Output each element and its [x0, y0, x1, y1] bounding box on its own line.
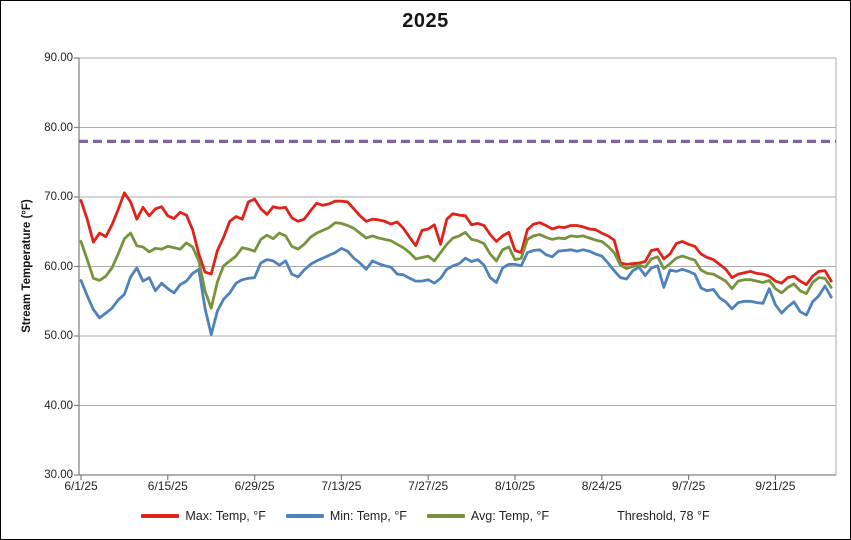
- x-tick-label: 6/1/25: [64, 479, 98, 493]
- y-tick-label: 60.00: [44, 260, 73, 273]
- legend-label: Max: Temp, °F: [185, 509, 266, 523]
- legend-item: Threshold, 78 °F: [569, 509, 710, 523]
- y-tick-label: 50.00: [44, 330, 73, 342]
- y-tick-label: 40.00: [44, 399, 73, 412]
- legend-line-swatch: [426, 514, 465, 518]
- legend-label: Avg: Temp, °F: [470, 509, 550, 523]
- x-tick-label: 6/15/25: [147, 479, 188, 493]
- y-tick-label: 30.00: [44, 469, 73, 481]
- x-tick-label: 8/24/25: [581, 479, 622, 493]
- series-line-min: [79, 246, 833, 337]
- legend-label: Threshold, 78 °F: [617, 509, 710, 523]
- legend-item: Avg: Temp, °F: [426, 509, 550, 523]
- legend-label: Min: Temp, °F: [329, 509, 407, 523]
- y-tick-label: 70.00: [44, 191, 73, 203]
- series-line-max: [79, 191, 833, 287]
- legend-line-swatch: [285, 514, 324, 518]
- x-tick-label: 7/27/25: [408, 479, 449, 493]
- x-tick-label: 9/21/25: [755, 479, 796, 493]
- x-tick-label: 8/10/25: [494, 479, 536, 493]
- x-tick-label: 6/29/25: [234, 479, 275, 493]
- chart-title: 2025: [402, 10, 449, 32]
- series-line-avg: [79, 221, 833, 310]
- x-tick-label: 9/7/25: [671, 479, 706, 493]
- legend-dashed-line-swatch: [569, 514, 611, 517]
- legend-item: Max: Temp, °F: [141, 509, 266, 523]
- y-tick-label: 90.00: [44, 52, 73, 64]
- x-tick-label: 7/13/25: [321, 479, 362, 493]
- legend-item: Min: Temp, °F: [285, 509, 407, 523]
- legend-line-swatch: [141, 514, 180, 518]
- legend: Max: Temp, °F Min: Temp, °F Avg: Temp, °F T…: [1, 509, 850, 523]
- y-tick-label: 80.00: [44, 121, 73, 134]
